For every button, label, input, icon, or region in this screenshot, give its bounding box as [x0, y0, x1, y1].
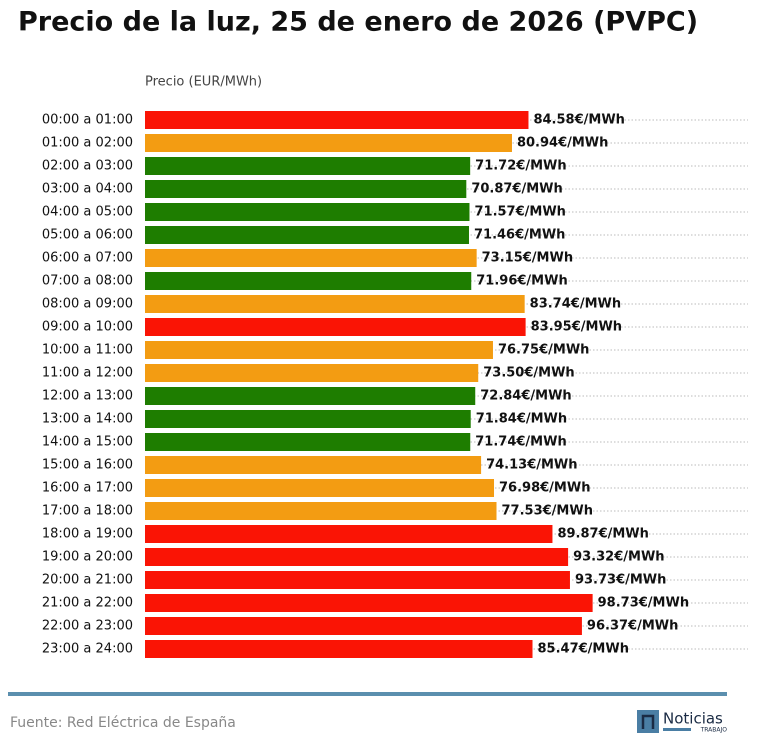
value-label: 71.46€/MWh — [474, 228, 565, 243]
value-label: 73.50€/MWh — [483, 366, 574, 381]
chart-title: Precio de la luz, 25 de enero de 2026 (P… — [18, 7, 698, 38]
value-label: 71.84€/MWh — [476, 412, 567, 427]
bar — [145, 433, 471, 451]
logo-bar — [663, 728, 691, 731]
logo-glyph — [641, 714, 655, 729]
value-label: 96.37€/MWh — [587, 619, 678, 634]
value-label: 93.73€/MWh — [575, 573, 666, 588]
y-tick-label: 06:00 a 07:00 — [42, 251, 133, 266]
value-label: 85.47€/MWh — [538, 642, 629, 657]
value-label: 71.96€/MWh — [476, 274, 567, 289]
bar — [145, 134, 512, 152]
value-label: 84.58€/MWh — [533, 113, 624, 128]
bar — [145, 640, 533, 658]
logo-sub: TRABAJO — [700, 727, 728, 734]
bar — [145, 364, 479, 382]
value-label: 71.57€/MWh — [474, 205, 565, 220]
bar — [145, 318, 526, 336]
y-tick-label: 22:00 a 23:00 — [42, 619, 133, 634]
value-label: 98.73€/MWh — [598, 596, 689, 611]
y-tick-label: 04:00 a 05:00 — [42, 205, 133, 220]
y-tick-label: 07:00 a 08:00 — [42, 274, 133, 289]
y-tick-label: 23:00 a 24:00 — [42, 642, 133, 657]
y-tick-label: 19:00 a 20:00 — [42, 550, 133, 565]
value-label: 83.95€/MWh — [531, 320, 622, 335]
logo-name: Noticias — [663, 710, 723, 728]
bar — [145, 502, 497, 520]
value-label: 74.13€/MWh — [486, 458, 577, 473]
y-tick-label: 00:00 a 01:00 — [42, 113, 133, 128]
bar — [145, 111, 529, 129]
y-tick-label: 01:00 a 02:00 — [42, 136, 133, 151]
source: Fuente: Red Eléctrica de España — [10, 715, 236, 731]
bar — [145, 203, 470, 221]
value-label: 70.87€/MWh — [471, 182, 562, 197]
value-label: 76.75€/MWh — [498, 343, 589, 358]
y-tick-label: 21:00 a 22:00 — [42, 596, 133, 611]
value-label: 71.72€/MWh — [475, 159, 566, 174]
y-tick-label: 17:00 a 18:00 — [42, 504, 133, 519]
value-label: 83.74€/MWh — [530, 297, 621, 312]
bar — [145, 410, 471, 428]
bar — [145, 249, 477, 267]
y-tick-label: 14:00 a 15:00 — [42, 435, 133, 450]
y-tick-label: 10:00 a 11:00 — [42, 343, 133, 358]
value-label: 73.15€/MWh — [482, 251, 573, 266]
y-tick-label: 11:00 a 12:00 — [42, 366, 133, 381]
bar — [145, 617, 582, 635]
bar — [145, 594, 593, 612]
bar — [145, 295, 525, 313]
value-label: 77.53€/MWh — [502, 504, 593, 519]
y-tick-label: 13:00 a 14:00 — [42, 412, 133, 427]
bar — [145, 341, 493, 359]
y-tick-label: 02:00 a 03:00 — [42, 159, 133, 174]
bar — [145, 525, 553, 543]
y-tick-label: 03:00 a 04:00 — [42, 182, 133, 197]
bar — [145, 456, 482, 474]
y-tick-label: 16:00 a 17:00 — [42, 481, 133, 496]
logo-icon — [637, 710, 659, 733]
bar — [145, 571, 570, 589]
y-tick-label: 20:00 a 21:00 — [42, 573, 133, 588]
y-tick-label: 09:00 a 10:00 — [42, 320, 133, 335]
bar — [145, 387, 476, 405]
bar — [145, 226, 469, 244]
bar — [145, 272, 472, 290]
value-label: 80.94€/MWh — [517, 136, 608, 151]
y-tick-label: 08:00 a 09:00 — [42, 297, 133, 312]
value-label: 72.84€/MWh — [480, 389, 571, 404]
y-tick-label: 18:00 a 19:00 — [42, 527, 133, 542]
value-label: 76.98€/MWh — [499, 481, 590, 496]
value-label: 93.32€/MWh — [573, 550, 664, 565]
y-tick-label: 15:00 a 16:00 — [42, 458, 133, 473]
bar — [145, 157, 471, 175]
y-tick-label: 05:00 a 06:00 — [42, 228, 133, 243]
axis-label: Precio (EUR/MWh) — [145, 75, 262, 90]
bar — [145, 180, 467, 198]
bar — [145, 548, 569, 566]
value-label: 71.74€/MWh — [475, 435, 566, 450]
y-tick-label: 12:00 a 13:00 — [42, 389, 133, 404]
value-label: 89.87€/MWh — [557, 527, 648, 542]
bar — [145, 479, 495, 497]
